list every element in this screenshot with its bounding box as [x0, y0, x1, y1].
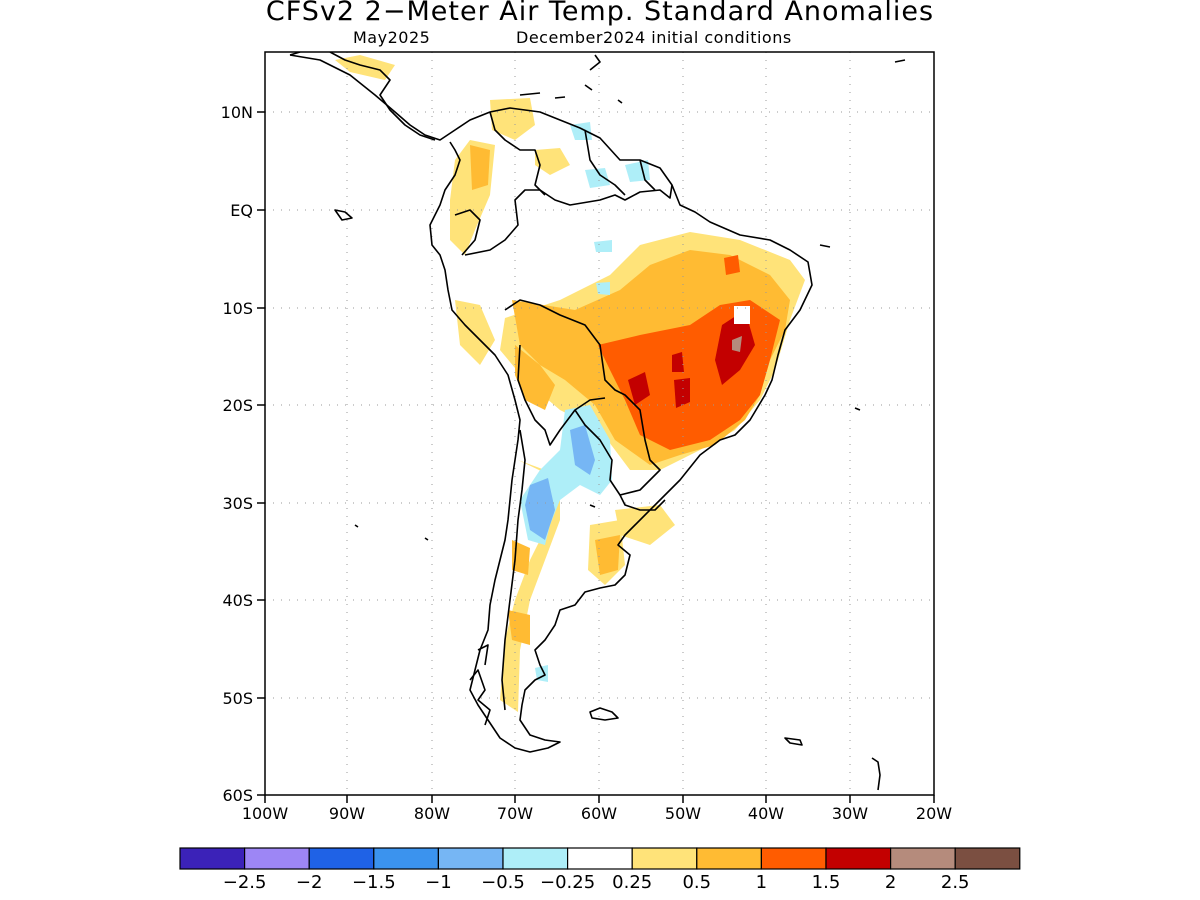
- anomaly-region-light-cool: [585, 168, 610, 188]
- lon-tick-label: 80W: [414, 804, 450, 823]
- south-america-coastline: [289, 54, 813, 753]
- south-georgia: [784, 737, 803, 746]
- galapagos-islands: [334, 209, 353, 221]
- coastlines: [289, 52, 906, 791]
- colorbar-swatch: [760, 847, 827, 870]
- country-border: [501, 429, 526, 711]
- colorbar-swatch: [244, 847, 310, 870]
- colorbar-swatch: [889, 847, 956, 870]
- lon-tick-label: 60W: [581, 804, 617, 823]
- lat-tick-label: 10N: [221, 103, 253, 122]
- lon-tick-label: 100W: [242, 804, 289, 823]
- colorbar-tick-label: 1.5: [811, 872, 841, 893]
- anomaly-region-warm: [595, 535, 620, 575]
- colorbar-swatch: [502, 847, 569, 870]
- country-border: [639, 159, 656, 191]
- falkland-islands: [589, 707, 619, 721]
- colorbar-swatch: [631, 847, 698, 870]
- anomaly-region-light-warm: [455, 300, 495, 365]
- lat-tick-label: EQ: [230, 201, 253, 220]
- colorbar-swatch: [373, 847, 439, 870]
- anomaly-region-very-hot: [628, 372, 650, 405]
- tick-marks: [257, 111, 935, 803]
- colorbar-tick-label: 0.25: [612, 872, 653, 893]
- anomaly-shading: [335, 55, 805, 712]
- south-sandwich-islands: [871, 757, 881, 791]
- anomaly-region-warm: [508, 610, 530, 645]
- colorbar-tick-label: 1: [755, 872, 768, 893]
- anomaly-region-hot: [724, 255, 740, 275]
- anomaly-region-very-hot: [674, 378, 690, 408]
- lon-tick-label: 30W: [832, 804, 868, 823]
- country-border: [584, 129, 626, 196]
- anomaly-region-very-hot: [672, 352, 684, 372]
- lat-tick-label: 20S: [222, 396, 253, 415]
- colorbar-tick-label: 0.5: [682, 872, 712, 893]
- country-border: [619, 494, 666, 511]
- lon-tick-label: 40W: [748, 804, 784, 823]
- map-title: CFSv2 2−Meter Air Temp. Standard Anomali…: [265, 0, 935, 27]
- colorbar-swatch: [825, 847, 892, 870]
- lon-tick-label: 20W: [916, 804, 952, 823]
- lat-tick-label: 10S: [222, 299, 253, 318]
- colorbar-tick-label: −1: [425, 872, 452, 893]
- lat-tick-label: 30S: [222, 494, 253, 513]
- colorbar-swatch: [179, 847, 246, 870]
- anomaly-region-cool: [525, 478, 555, 540]
- colorbar-tick-label: −0.25: [540, 872, 596, 893]
- country-border: [489, 111, 546, 196]
- colorbar-tick-label: −1.5: [351, 872, 396, 893]
- latitude-labels: 10N EQ 10S 20S 30S 40S 50S 60S: [221, 103, 253, 805]
- colorbar-tick-label: −2: [295, 872, 323, 893]
- anomaly-region-extreme: [732, 336, 742, 352]
- colorbar-swatch: [308, 847, 375, 870]
- anomaly-region-light-warm: [535, 148, 570, 175]
- lon-tick-label: 90W: [329, 804, 365, 823]
- colorbar-tick-label: −2.5: [222, 872, 267, 893]
- country-border: [464, 184, 673, 256]
- lon-tick-label: 50W: [665, 804, 701, 823]
- lat-tick-label: 60S: [222, 786, 253, 805]
- colorbar-swatch: [437, 847, 504, 870]
- caribbean-islands: [519, 54, 906, 104]
- missing-data-patch: [734, 306, 750, 324]
- lat-tick-label: 40S: [222, 591, 253, 610]
- anomaly-region-light-warm: [615, 505, 675, 545]
- colorbar: [179, 847, 1021, 870]
- lat-tick-label: 50S: [222, 689, 253, 708]
- forecast-month: May2025: [353, 28, 431, 47]
- initial-conditions: December2024 initial conditions: [516, 28, 792, 47]
- country-border: [504, 299, 661, 496]
- colorbar-tick-label: −0.5: [481, 872, 525, 893]
- chile-fjords: [469, 644, 491, 726]
- anomaly-region-warm: [515, 345, 555, 410]
- colorbar-tick-label: 2: [884, 872, 897, 893]
- colorbar-swatch: [566, 847, 633, 870]
- colorbar-swatch: [954, 847, 1021, 870]
- country-border: [517, 344, 606, 446]
- anomaly-region-cool: [570, 425, 595, 475]
- anomaly-region-light-warm: [500, 460, 560, 712]
- lon-tick-label: 70W: [497, 804, 533, 823]
- colorbar-tick-label: 2.5: [940, 872, 970, 893]
- anomaly-region-light-cool: [594, 240, 612, 252]
- country-border: [454, 209, 481, 256]
- longitude-labels: 100W 90W 80W 70W 60W 50W 40W 30W 20W: [242, 804, 952, 823]
- colorbar-swatch: [696, 847, 762, 870]
- atlantic-islands: [354, 244, 861, 541]
- anomaly-region-warm: [470, 145, 490, 190]
- anomaly-region-light-cool: [596, 282, 610, 295]
- anomaly-region-light-warm: [490, 98, 535, 140]
